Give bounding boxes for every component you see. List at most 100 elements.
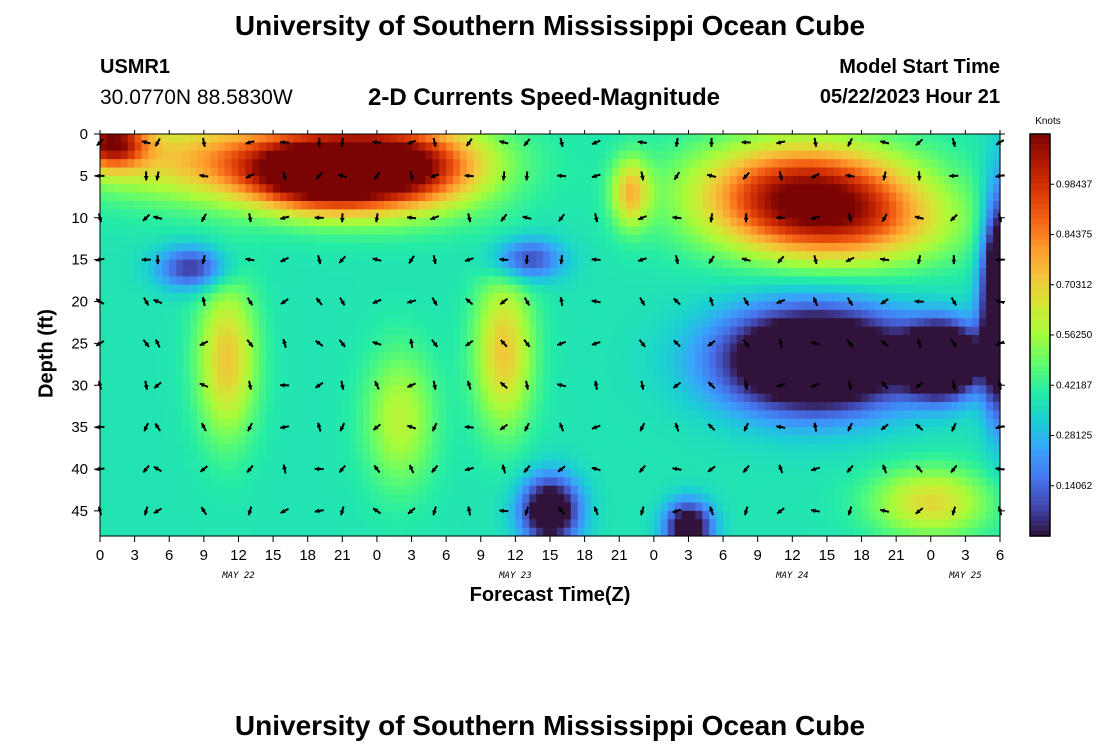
heatmap-cell xyxy=(653,385,662,395)
heatmap-cell xyxy=(224,217,233,227)
heatmap-cell xyxy=(432,142,440,152)
heatmap-cell xyxy=(577,167,586,177)
heatmap-cell xyxy=(563,402,572,411)
heatmap-cell xyxy=(501,343,510,353)
heatmap-cell xyxy=(730,184,738,194)
heatmap-cell xyxy=(266,134,274,143)
heatmap-cell xyxy=(612,159,620,169)
heatmap-cell xyxy=(494,268,503,277)
heatmap-cell xyxy=(709,385,717,395)
heatmap-cell xyxy=(598,318,606,328)
heatmap-cell xyxy=(487,469,496,478)
heatmap-cell xyxy=(522,494,530,504)
heatmap-cell xyxy=(543,376,551,386)
heatmap-cell xyxy=(653,276,662,286)
heatmap-cell xyxy=(480,242,489,252)
heatmap-cell xyxy=(404,259,413,269)
heatmap-cell xyxy=(231,184,240,194)
heatmap-cell xyxy=(667,510,676,520)
heatmap-cell xyxy=(321,418,330,428)
heatmap-cell xyxy=(356,184,364,194)
heatmap-cell xyxy=(460,460,468,470)
heatmap-cell xyxy=(439,402,447,411)
heatmap-cell xyxy=(190,485,198,495)
heatmap-cell xyxy=(764,519,773,529)
heatmap-cell xyxy=(418,485,426,495)
heatmap-cell xyxy=(633,427,641,437)
heatmap-cell xyxy=(764,502,773,512)
heatmap-cell xyxy=(633,268,641,277)
heatmap-cell xyxy=(702,242,710,252)
heatmap-cell xyxy=(273,134,281,143)
heatmap-cell xyxy=(328,452,336,462)
heatmap-cell xyxy=(148,242,156,252)
heatmap-cell xyxy=(460,502,468,512)
heatmap-cell xyxy=(723,184,731,194)
heatmap-cell xyxy=(778,527,786,537)
heatmap-cell xyxy=(681,159,690,169)
heatmap-cell xyxy=(356,418,364,428)
heatmap-cell xyxy=(155,226,163,236)
heatmap-cell xyxy=(570,351,579,361)
heatmap-cell xyxy=(224,209,233,219)
heatmap-cell xyxy=(390,301,399,311)
heatmap-cell xyxy=(328,477,336,487)
heatmap-cell xyxy=(736,393,745,403)
heatmap-cell xyxy=(563,259,572,269)
heatmap-cell xyxy=(591,242,600,252)
heatmap-cell xyxy=(584,460,593,470)
heatmap-cell xyxy=(148,259,156,269)
heatmap-cell xyxy=(570,502,579,512)
heatmap-cell xyxy=(273,251,281,261)
heatmap-cell xyxy=(286,443,295,453)
heatmap-cell xyxy=(418,494,426,504)
heatmap-cell xyxy=(425,469,433,478)
heatmap-cell xyxy=(238,435,246,445)
heatmap-cell xyxy=(363,376,371,386)
heatmap-cell xyxy=(363,201,371,210)
heatmap-cell xyxy=(273,268,281,277)
heatmap-cell xyxy=(300,502,309,512)
heatmap-cell xyxy=(522,234,530,244)
heatmap-cell xyxy=(390,142,399,152)
heatmap-cell xyxy=(183,351,191,361)
heatmap-cell xyxy=(709,276,717,286)
heatmap-cell xyxy=(640,259,648,269)
heatmap-cell xyxy=(397,351,406,361)
model-start-value: 05/22/2023 Hour 21 xyxy=(819,86,1000,108)
heatmap-cell xyxy=(328,519,336,529)
heatmap-cell xyxy=(176,134,184,143)
heatmap-cell xyxy=(501,402,510,411)
heatmap-cell xyxy=(155,527,163,537)
heatmap-cell xyxy=(688,276,696,286)
heatmap-cell xyxy=(238,418,246,428)
heatmap-cell xyxy=(224,242,233,252)
heatmap-cell xyxy=(792,385,800,395)
heatmap-cell xyxy=(764,360,773,370)
heatmap-cell xyxy=(806,494,814,504)
heatmap-cell xyxy=(266,192,274,202)
heatmap-cell xyxy=(723,452,731,462)
heatmap-cell xyxy=(633,452,641,462)
heatmap-cell xyxy=(425,510,433,520)
heatmap-cell xyxy=(771,226,780,236)
heatmap-cell xyxy=(806,460,814,470)
heatmap-cell xyxy=(259,335,267,344)
heatmap-cell xyxy=(480,142,489,152)
heatmap-cell xyxy=(709,460,717,470)
heatmap-cell xyxy=(508,460,516,470)
heatmap-cell xyxy=(397,443,406,453)
heatmap-cell xyxy=(453,469,461,478)
heatmap-cell xyxy=(307,385,316,395)
heatmap-cell xyxy=(106,150,115,160)
heatmap-cell xyxy=(224,494,233,504)
heatmap-cell xyxy=(709,393,717,403)
heatmap-cell xyxy=(259,427,267,437)
heatmap-cell xyxy=(245,184,253,194)
heatmap-cell xyxy=(792,159,800,169)
heatmap-cell xyxy=(356,435,364,445)
heatmap-cell xyxy=(196,242,205,252)
heatmap-cell xyxy=(141,301,150,311)
heatmap-cell xyxy=(300,376,309,386)
heatmap-cell xyxy=(286,335,295,344)
